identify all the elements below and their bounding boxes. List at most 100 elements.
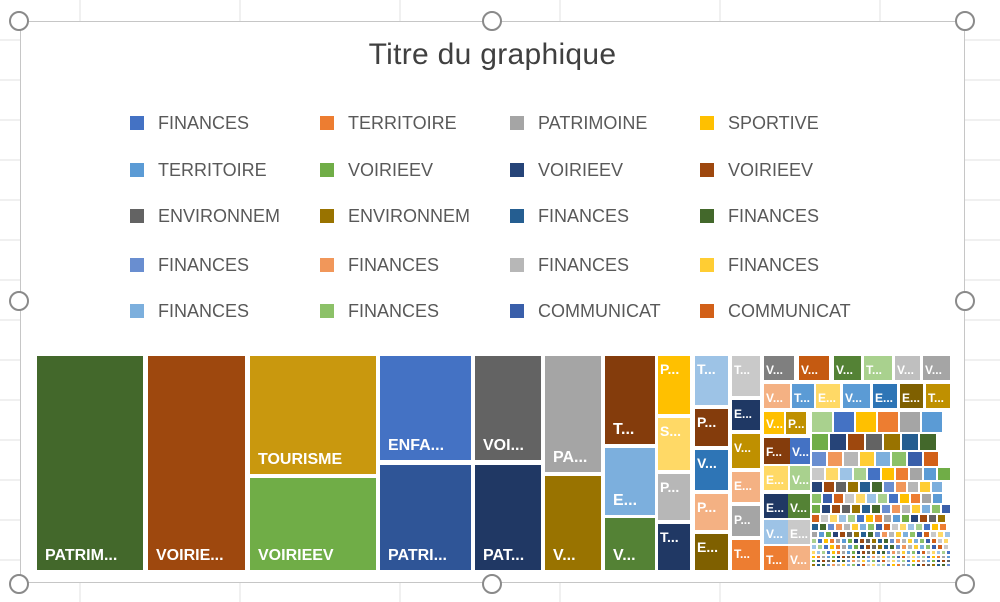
treemap-tile[interactable]: [922, 494, 931, 503]
treemap-tile[interactable]: [945, 532, 950, 537]
treemap-tile[interactable]: [812, 564, 815, 566]
treemap-tile[interactable]: [866, 539, 870, 543]
treemap-tile[interactable]: [812, 505, 820, 513]
treemap-tile[interactable]: [882, 468, 894, 480]
treemap-tile[interactable]: [947, 564, 950, 566]
treemap-tile[interactable]: [861, 532, 866, 537]
treemap-tile[interactable]: [732, 434, 760, 468]
treemap-tile[interactable]: [867, 564, 870, 566]
treemap-tile[interactable]: [380, 465, 471, 570]
treemap-tile[interactable]: [818, 539, 822, 543]
treemap-tile[interactable]: [824, 482, 834, 492]
treemap-tile[interactable]: [914, 545, 918, 549]
treemap-tile[interactable]: [937, 560, 940, 562]
treemap-tile[interactable]: [897, 560, 900, 562]
treemap-tile[interactable]: [932, 539, 936, 543]
treemap-tile[interactable]: [828, 524, 834, 530]
treemap-tile[interactable]: [545, 476, 601, 570]
treemap-tile[interactable]: [896, 532, 901, 537]
treemap-tile[interactable]: [938, 539, 942, 543]
treemap-tile[interactable]: [892, 524, 898, 530]
treemap-tile[interactable]: [732, 506, 760, 536]
treemap-tile[interactable]: [842, 551, 845, 554]
treemap-tile[interactable]: [872, 556, 875, 558]
treemap-tile[interactable]: [902, 545, 906, 549]
treemap-tile[interactable]: [860, 524, 866, 530]
treemap-tile[interactable]: [927, 551, 930, 554]
treemap-tile[interactable]: [856, 494, 865, 503]
treemap-tile[interactable]: [938, 532, 943, 537]
treemap-tile[interactable]: [812, 524, 818, 530]
treemap-tile[interactable]: [852, 564, 855, 566]
treemap-tile[interactable]: [786, 412, 806, 434]
treemap-tile[interactable]: [884, 539, 888, 543]
treemap-tile[interactable]: [876, 524, 882, 530]
treemap-tile[interactable]: [920, 434, 936, 450]
treemap-tile[interactable]: [836, 545, 840, 549]
treemap-tile[interactable]: [732, 472, 760, 502]
treemap-tile[interactable]: [832, 560, 835, 562]
treemap-tile[interactable]: [764, 546, 788, 570]
legend-entry[interactable]: TERRITOIRE: [320, 113, 457, 133]
treemap-tile[interactable]: [857, 515, 864, 522]
treemap-tile[interactable]: [938, 515, 945, 522]
treemap-tile[interactable]: [812, 468, 824, 480]
treemap-tile[interactable]: [860, 482, 870, 492]
legend-entry[interactable]: FINANCES: [130, 301, 249, 321]
treemap-tile[interactable]: [908, 482, 918, 492]
treemap-tile[interactable]: [876, 452, 890, 466]
treemap-tile[interactable]: [884, 545, 888, 549]
treemap-tile[interactable]: [817, 556, 820, 558]
treemap-tile[interactable]: [907, 564, 910, 566]
resize-handle-top-right[interactable]: [955, 11, 975, 31]
treemap-tile[interactable]: [834, 356, 861, 380]
treemap-tile[interactable]: [878, 412, 898, 432]
treemap-tile[interactable]: [942, 564, 945, 566]
treemap-tile[interactable]: [830, 539, 834, 543]
treemap-tile[interactable]: [890, 545, 894, 549]
treemap-tile[interactable]: [878, 545, 882, 549]
treemap-tile[interactable]: [854, 539, 858, 543]
treemap-tile[interactable]: [658, 524, 690, 570]
treemap-tile[interactable]: [902, 515, 909, 522]
treemap-tile[interactable]: [912, 505, 920, 513]
treemap-tile[interactable]: [605, 518, 655, 570]
treemap-tile[interactable]: [902, 539, 906, 543]
treemap-tile[interactable]: [911, 494, 920, 503]
treemap-tile[interactable]: [250, 478, 376, 570]
treemap-tile[interactable]: [860, 452, 874, 466]
treemap-tile[interactable]: [933, 494, 942, 503]
treemap-tile[interactable]: [893, 515, 900, 522]
treemap-tile[interactable]: [844, 524, 850, 530]
treemap-tile[interactable]: [848, 545, 852, 549]
treemap-tile[interactable]: [884, 515, 891, 522]
legend-entry[interactable]: FINANCES: [130, 255, 249, 275]
treemap-tile[interactable]: [860, 539, 864, 543]
treemap-tile[interactable]: [882, 505, 890, 513]
treemap-tile[interactable]: [822, 560, 825, 562]
treemap-tile[interactable]: [882, 556, 885, 558]
treemap-tile[interactable]: [842, 505, 850, 513]
treemap-tile[interactable]: [873, 384, 897, 408]
treemap-tile[interactable]: [911, 515, 918, 522]
treemap-tile[interactable]: [929, 515, 936, 522]
treemap-tile[interactable]: [842, 545, 846, 549]
treemap-tile[interactable]: [840, 468, 852, 480]
resize-handle-top-left[interactable]: [9, 11, 29, 31]
treemap-tile[interactable]: [658, 356, 690, 414]
treemap-tile[interactable]: [821, 515, 828, 522]
resize-handle-bottom-left[interactable]: [9, 574, 29, 594]
treemap-tile[interactable]: [475, 356, 541, 460]
treemap-tile[interactable]: [824, 539, 828, 543]
treemap-tile[interactable]: [896, 545, 900, 549]
treemap-tile[interactable]: [867, 560, 870, 562]
treemap-tile[interactable]: [892, 560, 895, 562]
treemap-tile[interactable]: [924, 524, 930, 530]
treemap-tile[interactable]: [877, 556, 880, 558]
treemap-tile[interactable]: [380, 356, 471, 460]
treemap-tile[interactable]: [938, 545, 942, 549]
treemap-tile[interactable]: [836, 524, 842, 530]
treemap-tile[interactable]: [475, 465, 541, 570]
treemap-tile[interactable]: [892, 564, 895, 566]
treemap-tile[interactable]: [923, 356, 950, 380]
